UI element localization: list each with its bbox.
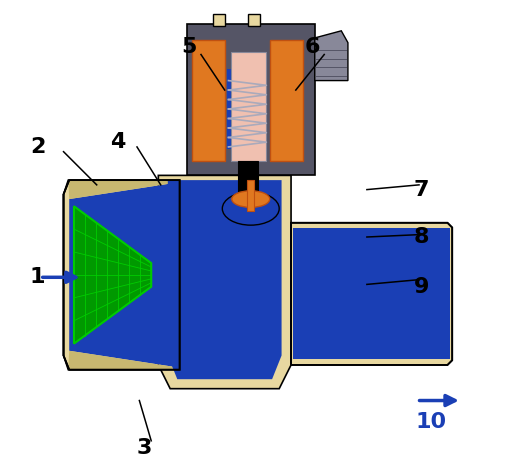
- FancyBboxPatch shape: [248, 14, 260, 26]
- FancyBboxPatch shape: [247, 180, 254, 211]
- Text: 9: 9: [414, 277, 429, 297]
- Text: 6: 6: [305, 37, 320, 57]
- FancyBboxPatch shape: [238, 161, 258, 194]
- FancyBboxPatch shape: [192, 40, 225, 161]
- Polygon shape: [158, 175, 291, 389]
- Ellipse shape: [222, 192, 279, 225]
- Ellipse shape: [232, 191, 270, 208]
- Text: 4: 4: [110, 132, 126, 152]
- Text: 8: 8: [413, 227, 429, 247]
- Text: 10: 10: [415, 412, 447, 432]
- Polygon shape: [187, 24, 315, 175]
- Polygon shape: [315, 31, 348, 81]
- Text: 1: 1: [30, 267, 45, 287]
- Polygon shape: [291, 223, 452, 365]
- FancyBboxPatch shape: [270, 40, 303, 161]
- Polygon shape: [74, 206, 151, 344]
- Text: 3: 3: [136, 438, 152, 458]
- Polygon shape: [68, 351, 180, 370]
- Text: 5: 5: [181, 37, 197, 57]
- Polygon shape: [69, 182, 177, 367]
- FancyBboxPatch shape: [231, 52, 266, 161]
- FancyBboxPatch shape: [227, 69, 267, 149]
- Text: 2: 2: [30, 137, 45, 157]
- Polygon shape: [68, 180, 180, 199]
- Polygon shape: [63, 180, 180, 370]
- Text: 7: 7: [413, 180, 429, 200]
- Polygon shape: [168, 180, 282, 379]
- FancyBboxPatch shape: [213, 14, 225, 26]
- Polygon shape: [293, 228, 450, 359]
